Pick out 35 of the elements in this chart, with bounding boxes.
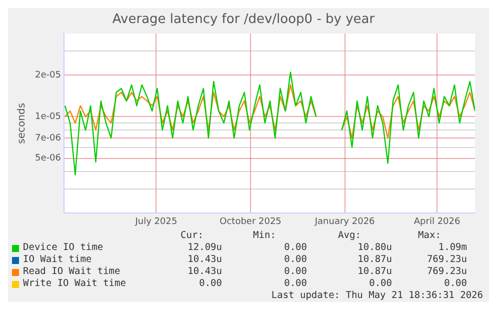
x-tick-label: January 2026 xyxy=(314,216,376,227)
text: 0.00 xyxy=(368,278,392,290)
y-tick-label: 7e-06 xyxy=(34,133,62,144)
text: 12.09u xyxy=(186,242,222,254)
text: 10.87u xyxy=(356,266,392,278)
y-axis-title: seconds xyxy=(16,102,28,144)
text: 0.00 xyxy=(198,278,222,290)
text: 769.23u xyxy=(426,254,467,266)
text: 10.43u xyxy=(186,254,222,266)
y-tick-label: 5e-06 xyxy=(34,154,62,164)
legend-label: IO Wait time xyxy=(22,254,93,266)
text: 0.00 xyxy=(283,254,307,266)
text: 1.09m xyxy=(437,242,467,254)
legend-label: Write IO Wait time xyxy=(22,278,127,290)
x-tick-label: October 2025 xyxy=(220,216,282,227)
x-tick-label: July 2025 xyxy=(134,216,178,227)
text: Avg: xyxy=(337,230,362,242)
chart-title: Average latency for /dev/loop0 - by year xyxy=(112,12,376,28)
text: Last update: Thu May 21 18:36:31 2026 xyxy=(270,290,483,302)
legend-label: Read IO Wait time xyxy=(22,266,122,278)
text: 769.23u xyxy=(426,266,467,278)
text: 0.00 xyxy=(283,278,307,290)
text: Max: xyxy=(417,230,442,242)
text: 0.00 xyxy=(283,266,307,278)
y-tick-label: 1e-05 xyxy=(34,112,61,122)
text: 10.87u xyxy=(356,254,392,266)
text: 0.00 xyxy=(443,278,467,290)
y-tick-label: 2e-05 xyxy=(34,70,61,80)
text: Min: xyxy=(252,230,277,242)
text: 10.80u xyxy=(356,242,392,254)
text: 10.43u xyxy=(186,266,222,278)
text: Cur: xyxy=(180,230,204,242)
legend-label: Device IO time xyxy=(22,242,104,254)
x-tick-label: April 2026 xyxy=(414,216,461,227)
text: 0.00 xyxy=(283,242,307,254)
